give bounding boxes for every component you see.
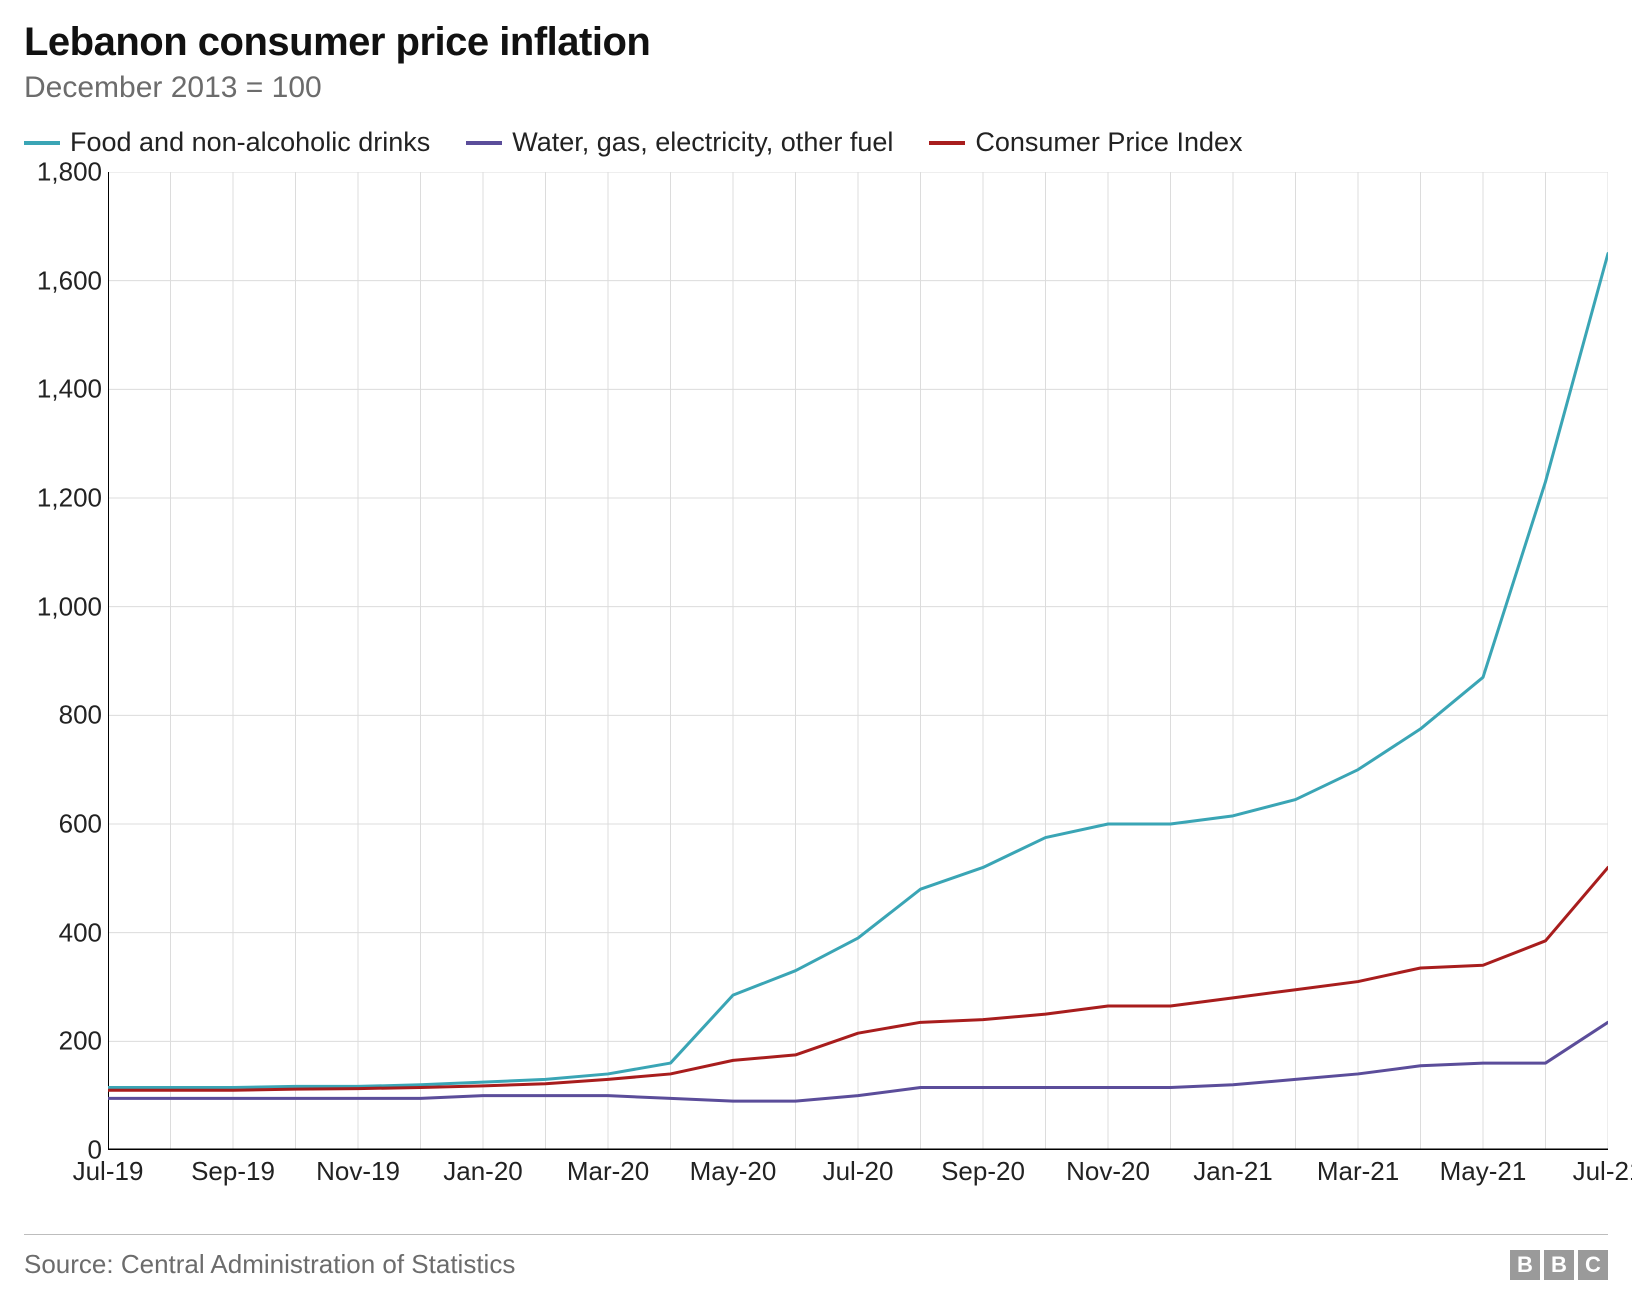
y-tick-label: 800 xyxy=(59,700,108,731)
chart-subtitle: December 2013 = 100 xyxy=(24,71,1608,105)
legend-swatch xyxy=(929,141,965,145)
y-tick-label: 400 xyxy=(59,917,108,948)
x-tick-label: May-21 xyxy=(1440,1150,1527,1187)
x-tick-label: Mar-21 xyxy=(1317,1150,1399,1187)
plot-area: 02004006008001,0001,2001,4001,6001,800Ju… xyxy=(108,172,1608,1150)
source-label: Source: Central Administration of Statis… xyxy=(24,1249,515,1280)
legend-item: Food and non-alcoholic drinks xyxy=(24,127,430,158)
legend-item: Consumer Price Index xyxy=(929,127,1242,158)
legend-item: Water, gas, electricity, other fuel xyxy=(466,127,893,158)
x-tick-label: May-20 xyxy=(690,1150,777,1187)
legend-label: Consumer Price Index xyxy=(975,127,1242,158)
x-tick-label: Mar-20 xyxy=(567,1150,649,1187)
chart-title: Lebanon consumer price inflation xyxy=(24,20,1608,65)
chart: 02004006008001,0001,2001,4001,6001,800Ju… xyxy=(24,172,1608,1192)
x-tick-label: Jan-21 xyxy=(1193,1150,1273,1187)
x-tick-label: Nov-19 xyxy=(316,1150,400,1187)
x-tick-label: Sep-19 xyxy=(191,1150,275,1187)
y-tick-label: 1,200 xyxy=(37,483,108,514)
bbc-letter: C xyxy=(1578,1250,1608,1280)
y-tick-label: 1,600 xyxy=(37,265,108,296)
x-tick-label: Jul-19 xyxy=(73,1150,144,1187)
footer: Source: Central Administration of Statis… xyxy=(24,1234,1608,1280)
bbc-letter: B xyxy=(1510,1250,1540,1280)
y-tick-label: 600 xyxy=(59,809,108,840)
legend-swatch xyxy=(24,141,60,145)
y-tick-label: 1,000 xyxy=(37,591,108,622)
legend-label: Water, gas, electricity, other fuel xyxy=(512,127,893,158)
x-tick-label: Sep-20 xyxy=(941,1150,1025,1187)
bbc-logo: BBC xyxy=(1510,1250,1608,1280)
x-tick-label: Jan-20 xyxy=(443,1150,523,1187)
legend: Food and non-alcoholic drinks Water, gas,… xyxy=(24,127,1608,158)
y-tick-label: 1,400 xyxy=(37,374,108,405)
x-tick-label: Jul-20 xyxy=(823,1150,894,1187)
x-tick-label: Nov-20 xyxy=(1066,1150,1150,1187)
y-tick-label: 200 xyxy=(59,1026,108,1057)
legend-label: Food and non-alcoholic drinks xyxy=(70,127,430,158)
y-tick-label: 1,800 xyxy=(37,157,108,188)
chart-svg xyxy=(108,172,1608,1150)
legend-swatch xyxy=(466,141,502,145)
x-tick-label: Jul-21 xyxy=(1573,1150,1632,1187)
bbc-letter: B xyxy=(1544,1250,1574,1280)
